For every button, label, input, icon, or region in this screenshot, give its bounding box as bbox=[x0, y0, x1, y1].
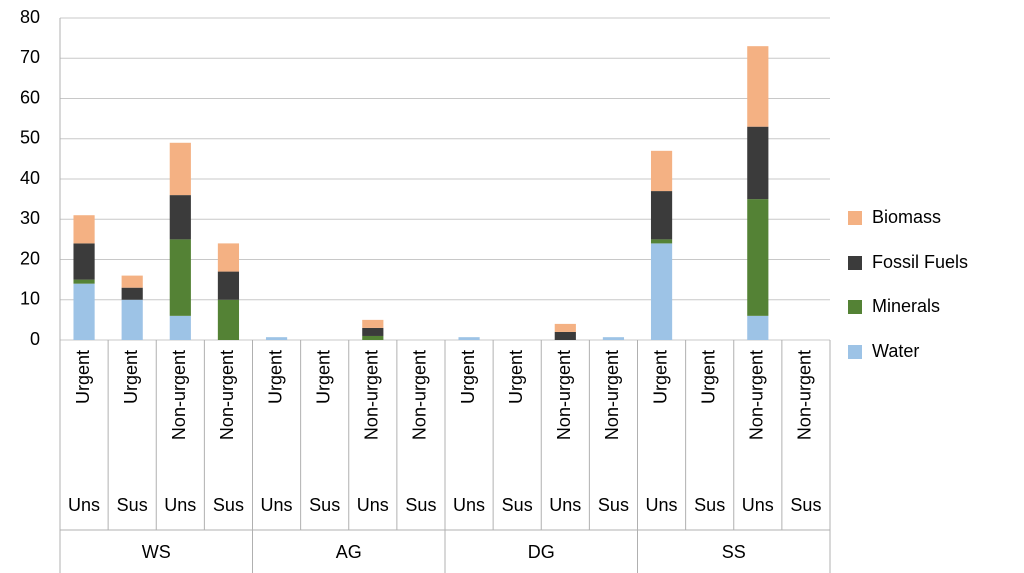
x-sustainability-label: Uns bbox=[261, 495, 293, 515]
x-sustainability-label: Sus bbox=[598, 495, 629, 515]
y-tick-label: 30 bbox=[20, 208, 40, 228]
legend-swatch bbox=[848, 300, 862, 314]
bar-segment bbox=[602, 337, 625, 340]
bar-segment bbox=[217, 243, 240, 272]
x-sustainability-label: Sus bbox=[117, 495, 148, 515]
bar-segment bbox=[73, 243, 95, 280]
x-category-label: Urgent bbox=[265, 350, 285, 404]
bar-segment bbox=[265, 337, 288, 340]
bar-segment bbox=[169, 315, 191, 340]
legend-label: Fossil Fuels bbox=[872, 252, 968, 272]
x-category-label: Non-urgent bbox=[554, 350, 574, 440]
bar-segment bbox=[362, 335, 384, 340]
bar-segment bbox=[169, 195, 191, 240]
x-group-label: DG bbox=[528, 542, 555, 562]
bar-segment bbox=[169, 239, 191, 316]
x-category-label: Non-urgent bbox=[747, 350, 767, 440]
x-sustainability-label: Uns bbox=[742, 495, 774, 515]
x-category-label: Urgent bbox=[506, 350, 526, 404]
x-group-label: WS bbox=[142, 542, 171, 562]
bar-segment bbox=[650, 239, 673, 244]
legend-label: Water bbox=[872, 341, 919, 361]
x-category-label: Non-urgent bbox=[795, 350, 815, 440]
x-sustainability-label: Uns bbox=[646, 495, 678, 515]
x-category-label: Urgent bbox=[458, 350, 478, 404]
legend-swatch bbox=[848, 345, 862, 359]
bar-segment bbox=[217, 299, 240, 340]
x-sustainability-label: Sus bbox=[309, 495, 340, 515]
y-tick-label: 70 bbox=[20, 47, 40, 67]
bar-segment bbox=[747, 315, 769, 340]
bar-segment bbox=[458, 337, 480, 340]
bar-segment bbox=[169, 142, 191, 196]
x-sustainability-label: Sus bbox=[213, 495, 244, 515]
x-category-label: Urgent bbox=[73, 350, 93, 404]
x-category-label: Non-urgent bbox=[602, 350, 622, 440]
y-tick-label: 10 bbox=[20, 289, 40, 309]
x-sustainability-label: Sus bbox=[405, 495, 436, 515]
bar-segment bbox=[554, 331, 576, 340]
x-category-label: Urgent bbox=[121, 350, 141, 404]
x-sustainability-label: Uns bbox=[357, 495, 389, 515]
bar-segment bbox=[121, 299, 143, 340]
bar-segment bbox=[73, 283, 95, 340]
x-category-label: Urgent bbox=[698, 350, 718, 404]
legend-label: Biomass bbox=[872, 207, 941, 227]
x-group-label: SS bbox=[722, 542, 746, 562]
bar-segment bbox=[362, 327, 384, 336]
bar-segment bbox=[121, 287, 143, 300]
bar-segment bbox=[362, 319, 384, 328]
x-category-label: Non-urgent bbox=[169, 350, 189, 440]
x-sustainability-label: Sus bbox=[694, 495, 725, 515]
bar-segment bbox=[650, 191, 673, 240]
bar-segment bbox=[747, 46, 769, 127]
bar-segment bbox=[217, 271, 240, 300]
bar-segment bbox=[650, 243, 673, 340]
bar-segment bbox=[650, 150, 673, 192]
y-tick-label: 60 bbox=[20, 87, 40, 107]
x-group-label: AG bbox=[336, 542, 362, 562]
x-category-label: Urgent bbox=[313, 350, 333, 404]
bar-segment bbox=[73, 279, 95, 284]
legend-swatch bbox=[848, 256, 862, 270]
x-category-label: Non-urgent bbox=[217, 350, 237, 440]
x-category-label: Non-urgent bbox=[410, 350, 430, 440]
x-sustainability-label: Uns bbox=[453, 495, 485, 515]
x-sustainability-label: Uns bbox=[68, 495, 100, 515]
y-tick-label: 80 bbox=[20, 7, 40, 27]
x-sustainability-label: Sus bbox=[502, 495, 533, 515]
bar-segment bbox=[73, 215, 95, 244]
bar-segment bbox=[554, 323, 576, 332]
x-category-label: Non-urgent bbox=[362, 350, 382, 440]
bar-segment bbox=[747, 126, 769, 200]
x-category-label: Urgent bbox=[650, 350, 670, 404]
bar-segment bbox=[747, 199, 769, 316]
y-tick-label: 50 bbox=[20, 128, 40, 148]
x-sustainability-label: Uns bbox=[549, 495, 581, 515]
y-tick-label: 40 bbox=[20, 168, 40, 188]
legend-label: Minerals bbox=[872, 296, 940, 316]
legend-swatch bbox=[848, 211, 862, 225]
x-sustainability-label: Sus bbox=[790, 495, 821, 515]
y-tick-label: 0 bbox=[30, 329, 40, 349]
y-tick-label: 20 bbox=[20, 248, 40, 268]
bar-segment bbox=[121, 275, 143, 288]
x-sustainability-label: Uns bbox=[164, 495, 196, 515]
